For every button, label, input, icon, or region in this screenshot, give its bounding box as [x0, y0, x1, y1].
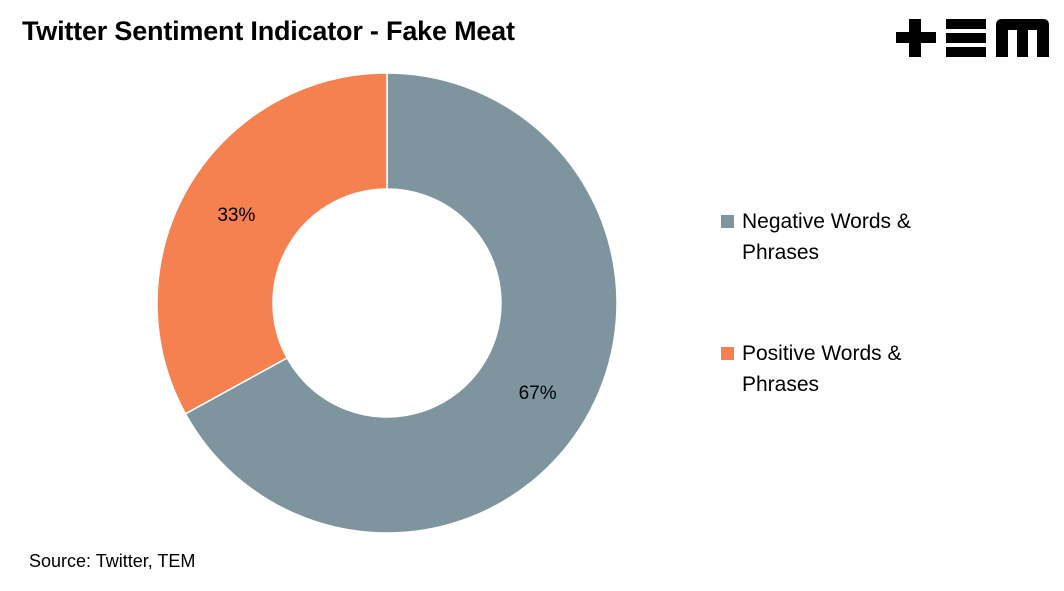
legend-item-negative: Negative Words & Phrases	[721, 206, 1021, 268]
donut-labels: 67% 33%	[217, 205, 556, 404]
data-label-positive: 33%	[217, 205, 255, 226]
source-note: Source: Twitter, TEM	[29, 551, 196, 571]
chart-title: Twitter Sentiment Indicator - Fake Meat	[22, 16, 515, 46]
chart-legend: Negative Words & Phrases Positive Words &…	[721, 206, 1021, 470]
legend-item-positive: Positive Words & Phrases	[721, 338, 1021, 400]
donut-slices	[156, 72, 618, 534]
legend-swatch	[721, 215, 734, 228]
legend-swatch	[721, 347, 734, 360]
slice-negative	[184, 72, 618, 534]
tem-logo-icon	[896, 19, 1049, 57]
data-label-negative: 67%	[519, 383, 557, 404]
legend-label: Negative Words & Phrases	[742, 210, 911, 264]
legend-label: Positive Words & Phrases	[742, 342, 902, 396]
slice-positive	[156, 72, 388, 415]
